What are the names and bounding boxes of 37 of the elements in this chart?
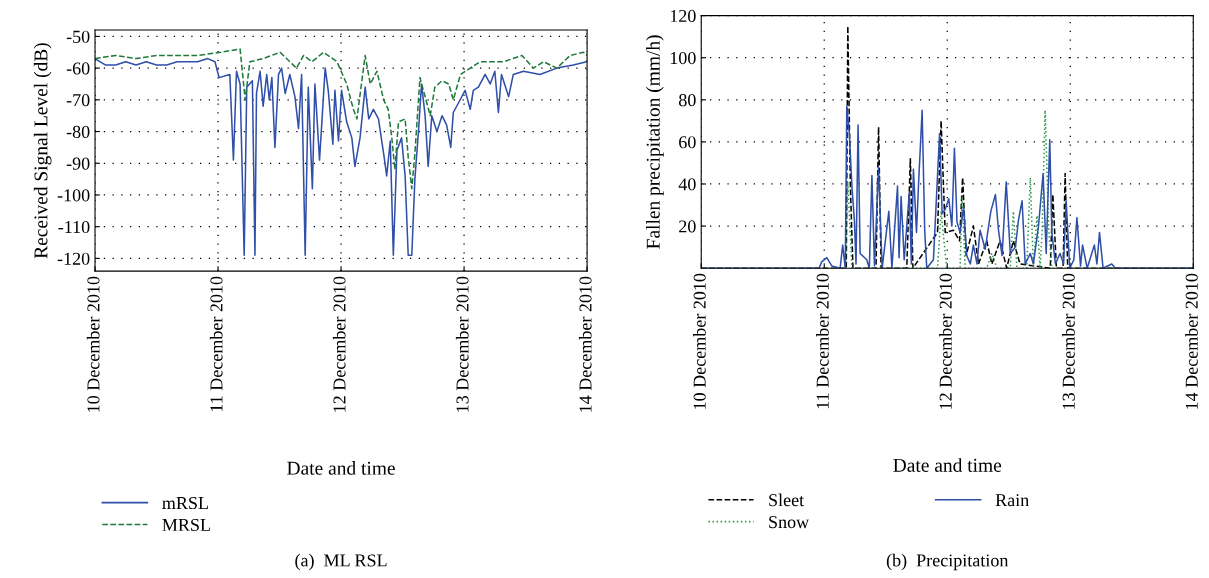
y-tick-label: -80 <box>66 125 90 138</box>
x-tick-label: 14 December 2010 <box>1185 273 1198 409</box>
x-tick-label: 12 December 2010 <box>332 276 346 412</box>
line-series <box>95 57 588 256</box>
y-tick-label: -120 <box>57 252 90 265</box>
x-tick-label: 12 December 2010 <box>939 273 952 409</box>
y-axis-title: Fallen precipitation (mm/h) <box>646 35 664 249</box>
y-tick-label: 80 <box>678 94 696 107</box>
x-tick-label: 13 December 2010 <box>455 276 469 412</box>
y-axis-title: Received Signal Level (dB) <box>33 43 52 259</box>
x-tick-label: 11 December 2010 <box>816 273 829 409</box>
y-tick-label: -100 <box>57 189 90 202</box>
legend-label: mRSL <box>162 496 208 510</box>
x-tick-label: 11 December 2010 <box>209 276 223 412</box>
x-tick-label: 13 December 2010 <box>1062 273 1075 409</box>
y-tick-label: -90 <box>66 157 90 170</box>
y-tick-label: 20 <box>679 220 696 233</box>
y-tick-label: 100 <box>670 51 696 65</box>
y-tick-label: -60 <box>66 62 90 75</box>
line-series <box>95 48 588 190</box>
legend-label: Snow <box>769 516 810 529</box>
y-tick-label: -50 <box>66 30 90 43</box>
legend-label: Rain <box>995 494 1029 507</box>
x-tick-label: 10 December 2010 <box>86 276 100 412</box>
y-tick-label: -110 <box>58 220 90 234</box>
y-tick-label: 60 <box>679 136 696 149</box>
y-tick-label: 40 <box>678 178 696 191</box>
text: (a) ML RSL <box>295 553 387 571</box>
legend-label: MRSL <box>162 518 210 532</box>
legend-label: Sleet <box>769 493 805 507</box>
x-tick-label: 14 December 2010 <box>578 276 592 412</box>
y-tick-label: 120 <box>670 9 696 23</box>
text: (b) Precipitation <box>886 553 1009 571</box>
x-tick-label: 10 December 2010 <box>693 273 706 409</box>
x-axis-title: Date and time <box>287 461 395 475</box>
x-axis-title: Date and time <box>893 458 1002 472</box>
y-tick-label: -70 <box>66 94 90 107</box>
